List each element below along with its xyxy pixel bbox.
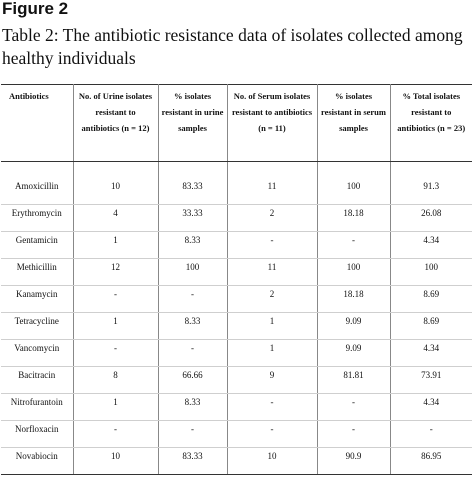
- cell-urine-count: 10: [72, 178, 159, 205]
- cell-urine-count: 12: [72, 258, 159, 286]
- header-urine-resistant-percent: % isolates resistant in urine samples: [157, 84, 228, 162]
- cell-urine-percent: 83.33: [157, 178, 228, 205]
- cell-serum-count: 11: [226, 178, 318, 205]
- cell-serum-count: 11: [226, 258, 318, 286]
- table-row: Tetracycline 1 8.33 1 9.09 8.69: [1, 312, 472, 340]
- cell-serum-percent: -: [316, 393, 391, 421]
- cell-total-percent: 91.3: [389, 178, 472, 205]
- cell-urine-count: 1: [72, 312, 159, 340]
- figure-label: Figure 2: [2, 0, 69, 18]
- cell-antibiotic-name: Kanamycin: [1, 285, 74, 313]
- cell-antibiotic-name: Gentamicin: [1, 231, 74, 259]
- cell-urine-percent: -: [157, 420, 228, 448]
- cell-serum-percent: -: [316, 231, 391, 259]
- table-row: Bacitracin 8 66.66 9 81.81 73.91: [1, 366, 472, 394]
- cell-urine-percent: 8.33: [157, 393, 228, 421]
- cell-urine-percent: 8.33: [157, 312, 228, 340]
- cell-serum-percent: 100: [316, 258, 391, 286]
- cell-antibiotic-name: Tetracycline: [1, 312, 74, 340]
- cell-total-percent: 100: [389, 258, 472, 286]
- cell-serum-percent: 18.18: [316, 204, 391, 232]
- cell-total-percent: -: [389, 420, 472, 448]
- table-row: Kanamycin - -2 18.18 8.69: [1, 285, 472, 313]
- cell-urine-percent: 100: [157, 258, 228, 286]
- antibiotic-resistance-table: Antibiotics No. of Urine isolates resist…: [1, 84, 472, 475]
- cell-serum-percent: 9.09: [316, 312, 391, 340]
- cell-urine-count: -: [72, 339, 159, 367]
- cell-urine-percent: -: [157, 339, 228, 367]
- table-row: Amoxicillin 10 83.33 11 100 91.3: [1, 178, 472, 205]
- cell-urine-count: -: [72, 420, 159, 448]
- cell-total-percent: 8.69: [389, 312, 472, 340]
- header-serum-resistant-count: No. of Serum isolates resistant to antib…: [226, 84, 318, 162]
- table-row: Gentamicin 1 8.33- -4.34: [1, 231, 472, 259]
- table-header-row: Antibiotics No. of Urine isolates resist…: [1, 84, 472, 162]
- header-total-resistant-percent: % Total isolates resistant to antibiotic…: [389, 84, 472, 162]
- cell-urine-count: 1: [72, 393, 159, 421]
- cell-serum-percent: -: [316, 420, 391, 448]
- cell-serum-percent: 9.09: [316, 339, 391, 367]
- cell-total-percent: 86.95: [389, 447, 472, 475]
- cell-urine-count: 10: [72, 447, 159, 475]
- table-row: Norfloxacin - - - - -: [1, 420, 472, 448]
- cell-total-percent: 4.34: [389, 231, 472, 259]
- cell-antibiotic-name: Norfloxacin: [1, 420, 74, 448]
- cell-antibiotic-name: Amoxicillin: [1, 178, 74, 205]
- header-serum-resistant-percent: % isolates resistant in serum samples: [316, 84, 391, 162]
- cell-serum-count: 1: [226, 339, 318, 367]
- cell-total-percent: 4.34: [389, 339, 472, 367]
- table-body: Amoxicillin 10 83.33 11 100 91.3 Erythromycin 4…: [1, 161, 472, 475]
- table-row: Vancomycin - -1 9.09 4.34: [1, 339, 472, 367]
- resistance-table-container: Antibiotics No. of Urine isolates resist…: [1, 84, 472, 475]
- cell-total-percent: 26.08: [389, 204, 472, 232]
- cell-total-percent: 73.91: [389, 366, 472, 394]
- cell-total-percent: 4.34: [389, 393, 472, 421]
- table-row: Erythromycin 4 33.33 2 18.18 26.08: [1, 204, 472, 232]
- cell-urine-percent: 33.33: [157, 204, 228, 232]
- cell-antibiotic-name: Nitrofurantoin: [1, 393, 74, 421]
- table-caption: Table 2: The antibiotic resistance data …: [2, 25, 463, 68]
- header-urine-resistant-count: No. of Urine isolates resistant to antib…: [72, 84, 159, 162]
- cell-antibiotic-name: Vancomycin: [1, 339, 74, 367]
- cell-serum-percent: 18.18: [316, 285, 391, 313]
- cell-urine-count: 8: [72, 366, 159, 394]
- cell-urine-count: 1: [72, 231, 159, 259]
- cell-serum-count: -: [226, 420, 318, 448]
- cell-antibiotic-name: Methicillin: [1, 258, 74, 286]
- cell-serum-count: 2: [226, 204, 318, 232]
- cell-urine-percent: 66.66: [157, 366, 228, 394]
- cell-serum-count: 10: [226, 447, 318, 475]
- cell-serum-percent: 81.81: [316, 366, 391, 394]
- table-row: Methicillin 12 100 11 100 100: [1, 258, 472, 286]
- cell-antibiotic-name: Novabiocin: [1, 447, 74, 475]
- cell-serum-count: 1: [226, 312, 318, 340]
- cell-serum-count: -: [226, 393, 318, 421]
- table-spacer-row: [1, 161, 472, 178]
- cell-serum-count: 9: [226, 366, 318, 394]
- cell-urine-count: -: [72, 285, 159, 313]
- cell-urine-percent: 8.33: [157, 231, 228, 259]
- table-row: Nitrofurantoin 1 8.33- -4.34: [1, 393, 472, 421]
- cell-serum-count: -: [226, 231, 318, 259]
- cell-urine-percent: 83.33: [157, 447, 228, 475]
- cell-total-percent: 8.69: [389, 285, 472, 313]
- cell-urine-count: 4: [72, 204, 159, 232]
- header-antibiotics: Antibiotics: [1, 84, 74, 162]
- cell-antibiotic-name: Erythromycin: [1, 204, 74, 232]
- cell-serum-percent: 100: [316, 178, 391, 205]
- cell-antibiotic-name: Bacitracin: [1, 366, 74, 394]
- table-row: Novabiocin 10 83.33 10 90.9 86.95: [1, 447, 472, 475]
- cell-serum-count: 2: [226, 285, 318, 313]
- cell-urine-percent: -: [157, 285, 228, 313]
- cell-serum-percent: 90.9: [316, 447, 391, 475]
